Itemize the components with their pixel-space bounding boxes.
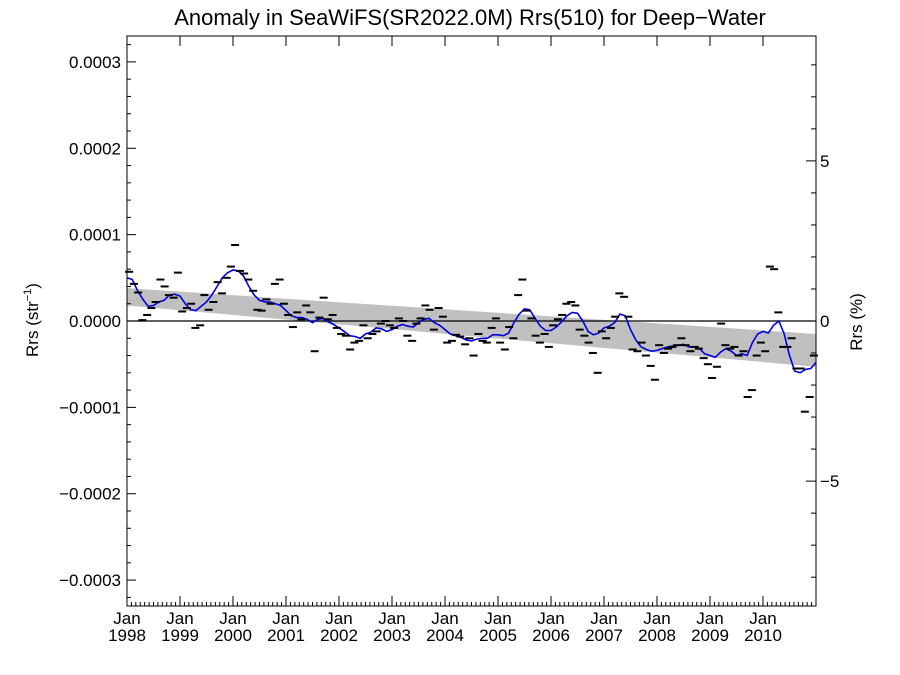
x-tick-label-month: Jan bbox=[272, 609, 299, 628]
x-tick-label-month: Jan bbox=[325, 609, 352, 628]
x-tick-label-year: 2002 bbox=[320, 626, 358, 645]
y-axis-label-main: Rrs (str bbox=[23, 301, 42, 357]
monthly-markers-layer bbox=[125, 244, 818, 413]
y-axis-label-close: ) bbox=[23, 283, 42, 289]
x-tick-label-month: Jan bbox=[431, 609, 458, 628]
x-tick-label-year: 2004 bbox=[426, 626, 464, 645]
x-tick-label-month: Jan bbox=[590, 609, 617, 628]
x-axis-ticks: Jan1998Jan1999Jan2000Jan2001Jan2002Jan20… bbox=[108, 36, 813, 645]
x-tick-label-year: 2010 bbox=[744, 626, 782, 645]
y2-tick-label: 5 bbox=[820, 152, 829, 171]
x-tick-label-year: 2006 bbox=[532, 626, 570, 645]
y-tick-label: 0.0000 bbox=[69, 312, 121, 331]
trend-band-layer bbox=[127, 288, 816, 367]
x-tick-label-year: 2008 bbox=[638, 626, 676, 645]
x-tick-label-month: Jan bbox=[378, 609, 405, 628]
y-tick-label: −0.0002 bbox=[59, 485, 121, 504]
y2-tick-label: −5 bbox=[820, 472, 839, 491]
x-tick-label-year: 2000 bbox=[214, 626, 252, 645]
x-tick-label-year: 2007 bbox=[585, 626, 623, 645]
x-tick-label-month: Jan bbox=[643, 609, 670, 628]
x-tick-label-month: Jan bbox=[113, 609, 140, 628]
x-tick-label-month: Jan bbox=[537, 609, 564, 628]
x-tick-label-month: Jan bbox=[696, 609, 723, 628]
x-tick-label-month: Jan bbox=[484, 609, 511, 628]
y-tick-label: 0.0002 bbox=[69, 139, 121, 158]
x-tick-label-year: 2003 bbox=[373, 626, 411, 645]
y-tick-label: −0.0001 bbox=[59, 398, 121, 417]
left-axis-ticks: 0.0003 0.0002 0.0001 0.0000 −0.0001 −0.0002 −0… bbox=[59, 44, 136, 598]
chart-title: Anomaly in SeaWiFS(SR2022.0M) Rrs(510) f… bbox=[174, 5, 766, 30]
y2-tick-label: 0 bbox=[820, 312, 829, 331]
x-tick-label-year: 1999 bbox=[161, 626, 199, 645]
y-axis-label: Rrs (str−1) bbox=[22, 283, 42, 357]
x-tick-label-month: Jan bbox=[219, 609, 246, 628]
x-tick-label-year: 2005 bbox=[479, 626, 517, 645]
y-axis-label-sup: −1 bbox=[22, 289, 34, 302]
x-tick-label-year: 1998 bbox=[108, 626, 146, 645]
x-tick-label-month: Jan bbox=[749, 609, 776, 628]
x-tick-label-year: 2009 bbox=[691, 626, 729, 645]
y-tick-label: 0.0001 bbox=[69, 226, 121, 245]
x-tick-label-month: Jan bbox=[166, 609, 193, 628]
right-axis-ticks: 5 0 −5 bbox=[806, 64, 839, 578]
y2-axis-label: Rrs (%) bbox=[847, 293, 866, 351]
trend-band bbox=[127, 288, 816, 367]
x-tick-label-year: 2001 bbox=[267, 626, 305, 645]
y-tick-label: −0.0003 bbox=[59, 571, 121, 590]
y-tick-label: 0.0003 bbox=[69, 53, 121, 72]
